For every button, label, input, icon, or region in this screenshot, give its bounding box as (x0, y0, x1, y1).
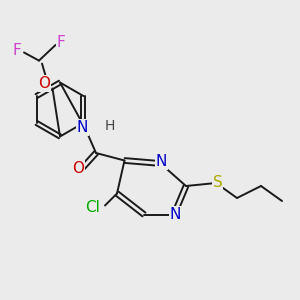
Text: O: O (38, 76, 50, 91)
Text: N: N (170, 207, 181, 222)
Text: N: N (156, 154, 167, 169)
Text: H: H (104, 119, 115, 133)
Text: N: N (77, 120, 88, 135)
Text: O: O (73, 161, 85, 176)
Text: S: S (213, 175, 222, 190)
Text: F: F (56, 35, 65, 50)
Text: F: F (12, 43, 21, 58)
Text: Cl: Cl (85, 200, 100, 215)
